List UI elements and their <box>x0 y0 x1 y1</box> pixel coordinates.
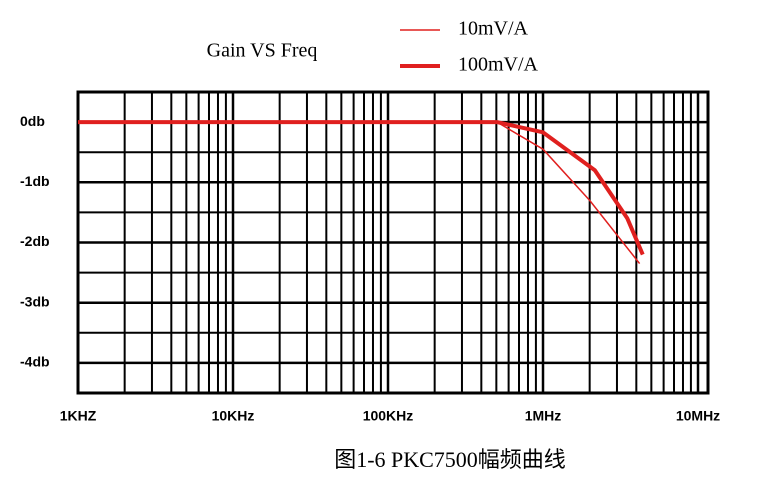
series-line <box>78 120 645 256</box>
x-tick-label: 10KHz <box>212 408 255 424</box>
y-tick-label: -3db <box>20 293 50 309</box>
chart-title: Gain VS Freq <box>207 40 318 62</box>
caption: 图1-6 PKC7500幅频曲线 <box>334 447 566 472</box>
y-tick-label: -1db <box>20 173 50 189</box>
y-tick-label: -2db <box>20 233 50 249</box>
y-tick-label: 0db <box>20 113 45 129</box>
x-tick-label: 1MHz <box>525 408 562 424</box>
x-tick-label: 1KHZ <box>60 408 97 424</box>
x-tick-label: 10MHz <box>676 408 720 424</box>
y-tick-label: -4db <box>20 354 50 370</box>
plot-border <box>76 90 710 395</box>
legend-label: 10mV/A <box>458 18 529 40</box>
legend-label: 100mV/A <box>458 54 539 76</box>
x-tick-label: 100KHz <box>363 408 414 424</box>
